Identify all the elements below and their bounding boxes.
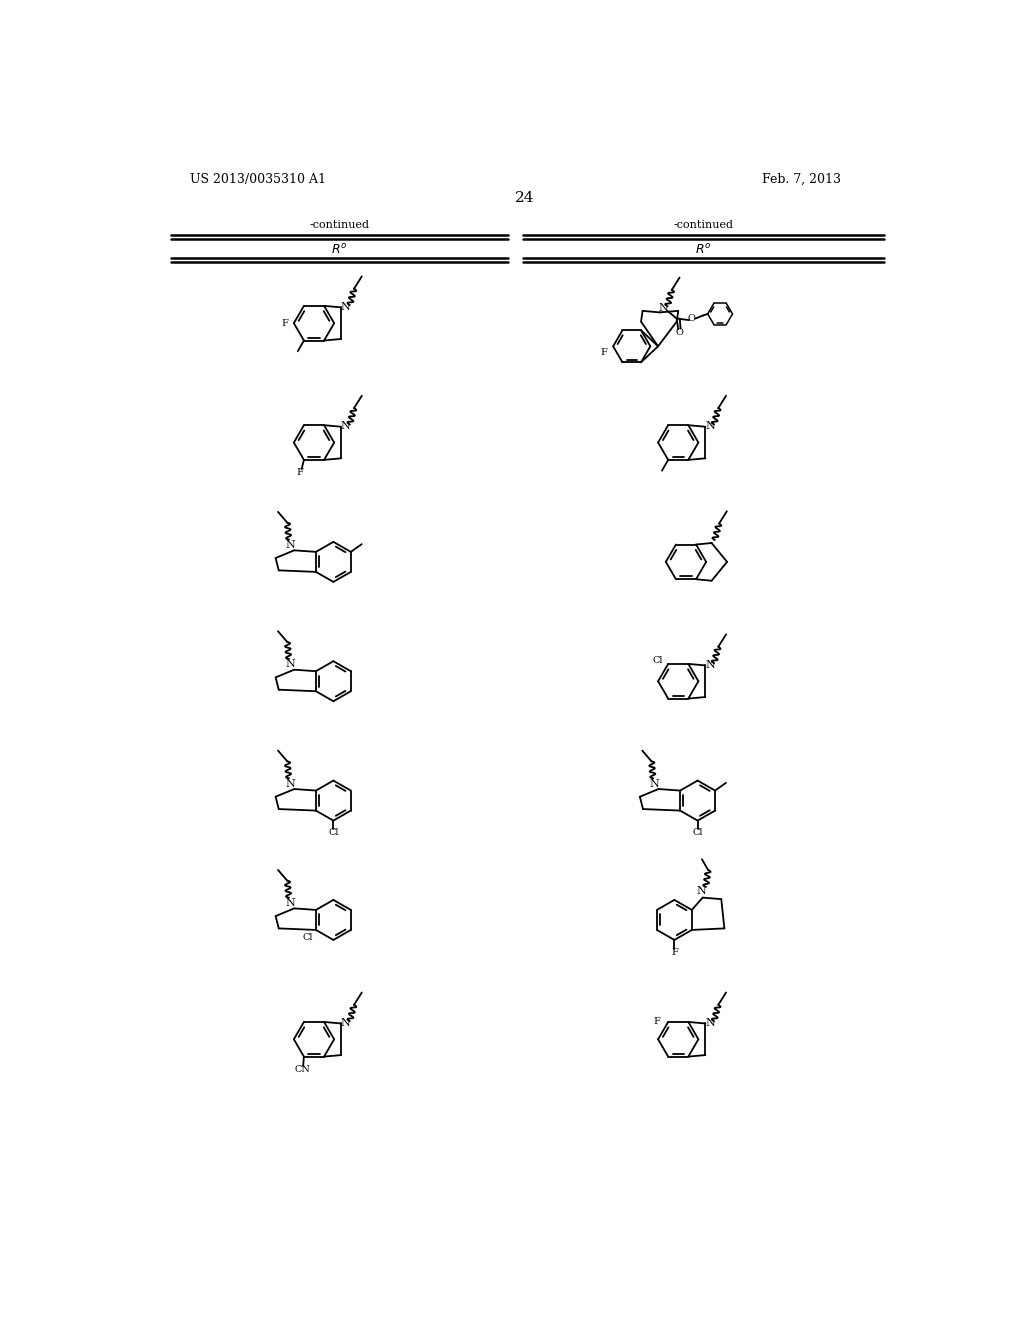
Text: F: F: [297, 467, 303, 477]
Text: N: N: [649, 779, 659, 788]
Text: N: N: [341, 1018, 350, 1028]
Text: F: F: [671, 948, 678, 957]
Text: N: N: [286, 898, 295, 908]
Text: N: N: [341, 421, 350, 430]
Text: CN: CN: [295, 1065, 310, 1074]
Text: Cl: Cl: [303, 933, 313, 942]
Text: US 2013/0035310 A1: US 2013/0035310 A1: [190, 173, 326, 186]
Text: N: N: [706, 421, 715, 430]
Text: -continued: -continued: [674, 220, 733, 231]
Text: N: N: [286, 779, 295, 788]
Text: Cl: Cl: [652, 656, 663, 665]
Text: 24: 24: [515, 191, 535, 206]
Text: O: O: [687, 314, 695, 323]
Text: N: N: [658, 302, 669, 313]
Text: F: F: [282, 318, 288, 327]
Text: N: N: [286, 540, 295, 550]
Text: $R^o$: $R^o$: [695, 243, 712, 257]
Text: N: N: [706, 1018, 715, 1028]
Text: N: N: [341, 301, 350, 312]
Text: F: F: [654, 1018, 660, 1027]
Text: N: N: [696, 887, 706, 896]
Text: $R^o$: $R^o$: [331, 243, 347, 257]
Text: Cl: Cl: [692, 828, 702, 837]
Text: N: N: [286, 659, 295, 669]
Text: O: O: [675, 327, 683, 337]
Text: Cl: Cl: [328, 828, 339, 837]
Text: Feb. 7, 2013: Feb. 7, 2013: [762, 173, 841, 186]
Text: F: F: [600, 348, 607, 356]
Text: N: N: [706, 660, 715, 669]
Text: -continued: -continued: [309, 220, 370, 231]
